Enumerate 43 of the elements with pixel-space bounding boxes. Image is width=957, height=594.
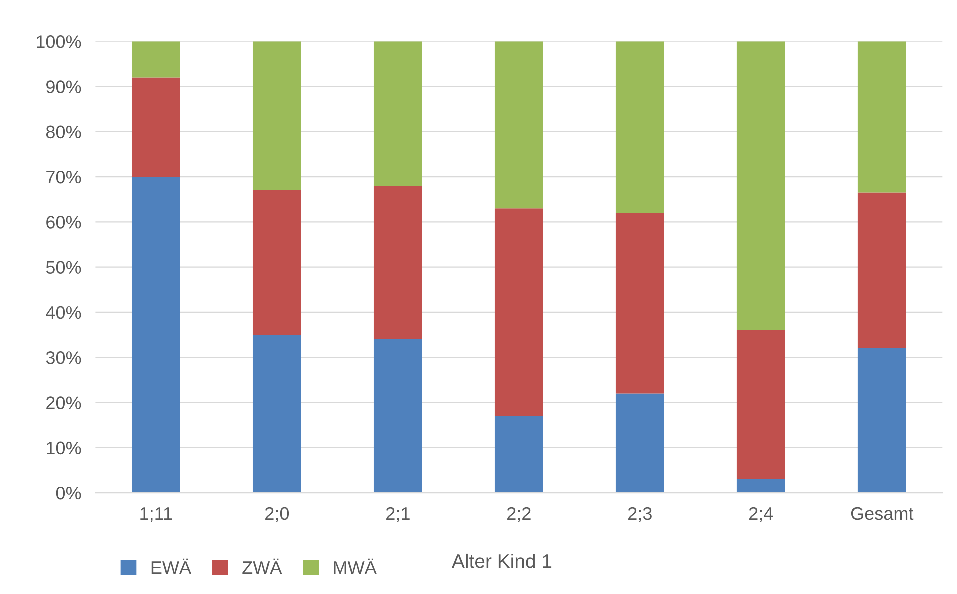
bar	[132, 42, 180, 78]
y-tick-label: 0%	[56, 486, 82, 500]
x-tick-label: 2;3	[628, 507, 652, 522]
bar	[374, 340, 422, 494]
legend-label: EWÄ	[152, 558, 192, 574]
x-tick-label: 2;1	[386, 507, 410, 522]
bar	[858, 192, 906, 349]
x-tick-label: 1;11	[140, 508, 172, 522]
y-tick-label: 10%	[47, 442, 82, 455]
x-tick-label: 2;2	[508, 507, 531, 522]
bar	[736, 330, 786, 480]
bar	[616, 213, 664, 394]
bar	[132, 78, 180, 178]
y-tick-label: 60%	[46, 216, 82, 229]
y-tick-label: 50%	[46, 261, 82, 274]
bar	[616, 394, 664, 494]
bar	[132, 177, 180, 494]
bar	[494, 416, 544, 494]
bar	[858, 348, 906, 494]
y-tick-label: 70%	[46, 170, 82, 184]
x-tick-label: 2;0	[266, 507, 290, 522]
bar	[252, 42, 302, 191]
x-tick-label: 2;4	[750, 507, 774, 522]
y-tick-label: 40%	[46, 306, 82, 320]
x-tick-label: Gesamt	[851, 507, 914, 520]
bar	[374, 186, 422, 340]
bar	[616, 42, 664, 214]
y-tick-label: 20%	[46, 396, 82, 410]
bar	[374, 42, 422, 186]
y-tick-label: 30%	[46, 352, 82, 364]
legend-label: MWÄ	[334, 558, 377, 574]
y-tick-label: 100%	[37, 36, 82, 48]
bar	[494, 208, 544, 416]
bar	[858, 42, 906, 193]
legend-label: ZWÄ	[242, 558, 282, 574]
bar	[252, 335, 302, 494]
bar	[736, 42, 786, 330]
bar	[494, 42, 544, 209]
y-tick-label: 90%	[46, 80, 82, 94]
bar	[252, 190, 302, 336]
y-tick-label: 80%	[46, 126, 82, 139]
x-axis-title: Alter Kind 1	[452, 554, 552, 568]
bar	[736, 479, 786, 494]
